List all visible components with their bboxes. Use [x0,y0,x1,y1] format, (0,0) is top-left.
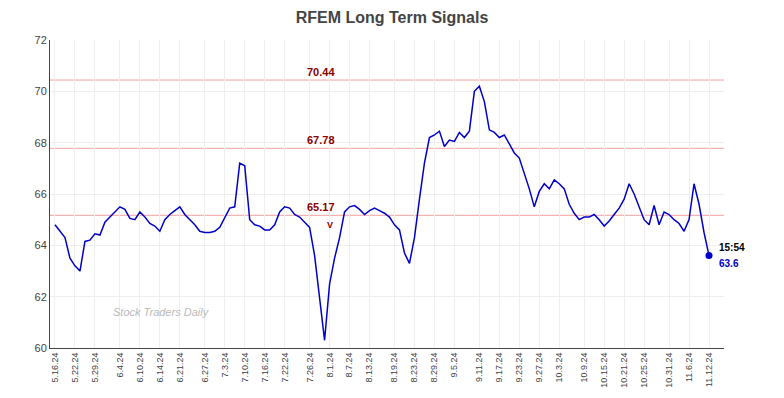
svg-text:RFEM Long Term Signals: RFEM Long Term Signals [296,9,489,26]
svg-text:10.31.24: 10.31.24 [664,353,674,388]
svg-text:5.22.24: 5.22.24 [70,353,80,383]
svg-text:6.10.24: 6.10.24 [135,353,145,383]
svg-text:11.12.24: 11.12.24 [704,353,714,387]
svg-text:66: 66 [35,188,47,200]
svg-text:68: 68 [35,137,47,149]
svg-text:V: V [327,220,333,230]
svg-text:Stock Traders Daily: Stock Traders Daily [113,306,210,318]
svg-text:70: 70 [35,85,47,97]
svg-text:8.13.24: 8.13.24 [364,353,374,383]
svg-text:10.15.24: 10.15.24 [599,353,609,388]
svg-text:62: 62 [35,291,47,303]
svg-text:7.16.24: 7.16.24 [260,353,270,383]
svg-text:8.19.24: 8.19.24 [389,353,399,383]
svg-text:7.10.24: 7.10.24 [240,353,250,383]
svg-text:64: 64 [35,239,47,251]
svg-text:70.44: 70.44 [307,66,335,78]
svg-text:5.16.24: 5.16.24 [50,353,60,383]
svg-text:10.9.24: 10.9.24 [579,353,589,383]
svg-text:7.22.24: 7.22.24 [280,353,290,383]
svg-text:6.21.24: 6.21.24 [175,353,185,383]
svg-text:63.6: 63.6 [719,258,739,269]
svg-text:6.14.24: 6.14.24 [155,353,165,383]
svg-text:7.26.24: 7.26.24 [305,353,315,383]
svg-text:15:54: 15:54 [719,242,745,253]
svg-text:7.3.24: 7.3.24 [220,353,230,378]
svg-text:10.25.24: 10.25.24 [639,353,649,388]
svg-text:5.29.24: 5.29.24 [90,353,100,383]
svg-text:8.29.24: 8.29.24 [429,353,439,383]
svg-text:9.23.24: 9.23.24 [514,353,524,383]
svg-text:72: 72 [35,34,47,46]
svg-text:8.7.24: 8.7.24 [344,353,354,378]
svg-text:60: 60 [35,342,47,354]
svg-text:9.5.24: 9.5.24 [449,353,459,378]
svg-text:8.1.24: 8.1.24 [325,353,335,378]
svg-text:67.78: 67.78 [307,134,335,146]
svg-text:10.3.24: 10.3.24 [554,353,564,383]
svg-text:9.27.24: 9.27.24 [534,353,544,383]
svg-text:11.6.24: 11.6.24 [684,353,694,382]
svg-text:65.17: 65.17 [307,201,335,213]
svg-text:9.11.24: 9.11.24 [474,353,484,382]
svg-text:8.23.24: 8.23.24 [409,353,419,383]
svg-text:6.27.24: 6.27.24 [200,353,210,383]
svg-text:6.4.24: 6.4.24 [115,353,125,378]
svg-text:10.21.24: 10.21.24 [619,353,629,388]
svg-text:9.17.24: 9.17.24 [494,353,504,383]
